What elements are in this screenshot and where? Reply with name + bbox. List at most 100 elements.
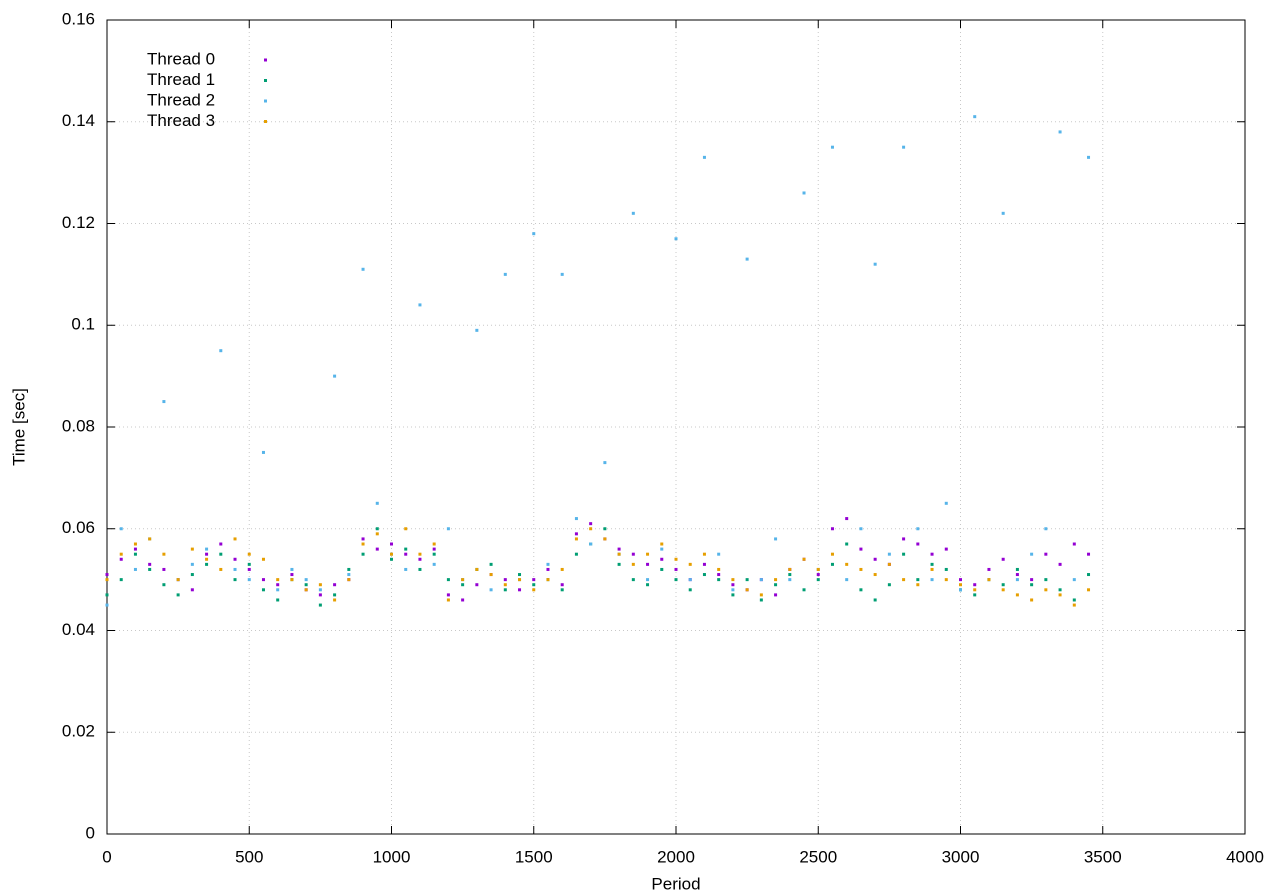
point [233, 567, 237, 571]
point [148, 567, 152, 571]
point [1058, 593, 1062, 597]
point [375, 501, 379, 505]
point [532, 578, 536, 582]
point [959, 578, 962, 582]
legend-swatch [264, 58, 267, 62]
point [333, 598, 337, 602]
legend-swatch [264, 99, 267, 103]
point [959, 583, 962, 587]
point [1058, 588, 1062, 592]
point [574, 552, 578, 556]
point [788, 573, 792, 577]
point [774, 578, 778, 582]
point [731, 583, 735, 587]
point [105, 573, 109, 577]
x-tick-label: 1000 [373, 847, 411, 866]
point [674, 557, 678, 561]
point [788, 578, 792, 582]
point [347, 567, 351, 571]
point [660, 567, 664, 571]
point [190, 573, 194, 577]
point [745, 588, 749, 592]
point [404, 567, 408, 571]
point [176, 593, 180, 597]
point [190, 562, 194, 566]
point [247, 578, 251, 582]
point [646, 583, 650, 587]
x-tick-label: 1500 [515, 847, 553, 866]
point [1044, 527, 1048, 531]
point [333, 374, 337, 378]
point [987, 578, 991, 582]
point [105, 578, 109, 582]
point [219, 349, 223, 353]
point [1001, 588, 1005, 592]
point [546, 562, 550, 566]
point [589, 542, 593, 546]
point [119, 527, 123, 531]
point [276, 598, 280, 602]
legend-label: Thread 1 [147, 70, 215, 89]
point [432, 547, 436, 551]
point [631, 562, 635, 566]
point [247, 562, 251, 566]
point [816, 578, 820, 582]
y-tick-label: 0.16 [62, 9, 95, 28]
point [1044, 552, 1048, 556]
point [560, 272, 564, 276]
point [674, 567, 678, 571]
point [247, 567, 251, 571]
point [133, 542, 137, 546]
point [845, 562, 849, 566]
point [631, 578, 635, 582]
point [190, 547, 194, 551]
y-tick-label: 0.14 [62, 111, 95, 130]
point [461, 598, 465, 602]
point [261, 450, 265, 454]
point [190, 588, 194, 592]
point [375, 527, 379, 531]
point [1001, 211, 1005, 215]
point [105, 603, 109, 607]
point [290, 567, 294, 571]
y-axis-label: Time [sec] [9, 388, 28, 466]
y-tick-label: 0.08 [62, 416, 95, 435]
point [802, 191, 806, 195]
point [432, 542, 436, 546]
point [646, 552, 650, 556]
x-axis-label: Period [651, 874, 700, 893]
point [446, 598, 450, 602]
point [859, 547, 863, 551]
point [105, 593, 109, 597]
y-tick-label: 0.04 [62, 620, 95, 639]
point [489, 588, 493, 592]
point [233, 578, 237, 582]
point [973, 583, 977, 587]
point [1015, 578, 1019, 582]
point [361, 537, 365, 541]
point [873, 598, 877, 602]
point [902, 578, 906, 582]
point [1015, 567, 1019, 571]
point [432, 552, 436, 556]
point [1015, 593, 1019, 597]
plot-border [106, 19, 1246, 835]
point [987, 567, 991, 571]
legend-label: Thread 3 [147, 111, 215, 130]
point [205, 547, 209, 551]
point [1001, 583, 1005, 587]
point [518, 573, 522, 577]
point [902, 537, 906, 541]
point [1072, 542, 1076, 546]
point [205, 552, 209, 556]
point [759, 598, 763, 602]
point [361, 542, 365, 546]
point [916, 578, 920, 582]
point [660, 547, 664, 551]
point [830, 527, 834, 531]
point [446, 578, 450, 582]
point [1058, 562, 1062, 566]
point [1058, 130, 1062, 134]
